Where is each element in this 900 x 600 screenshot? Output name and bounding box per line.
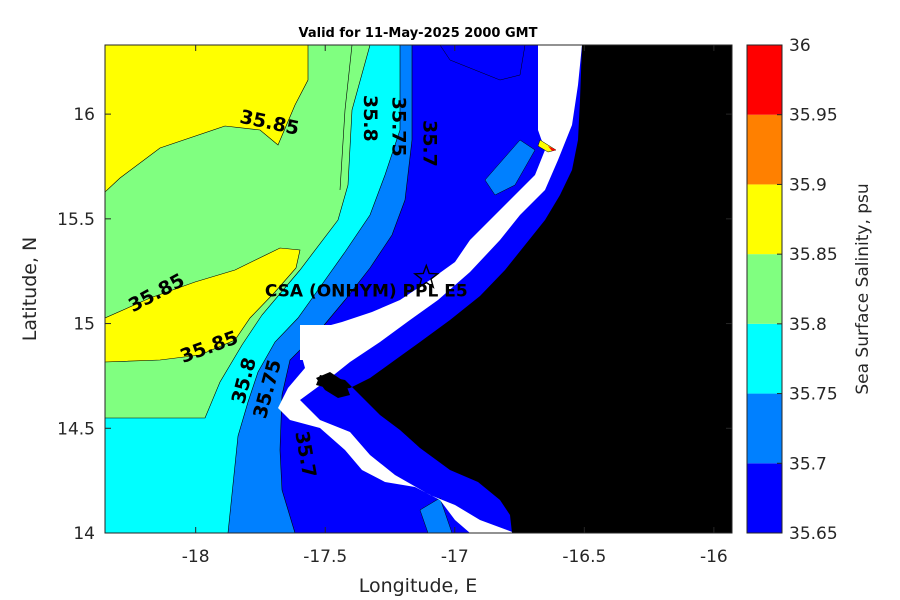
colorbar-band	[747, 254, 782, 324]
x-tick-label: -18	[182, 547, 210, 567]
colorbar-tick-label: 36	[789, 36, 811, 56]
x-tick-label: -16	[700, 547, 728, 567]
x-tick-label: -17	[441, 547, 469, 567]
colorbar-band	[747, 114, 782, 185]
site-marker: CSA (ONHYM) PPL E5	[265, 263, 468, 301]
colorbar-tick-label: 35.8	[789, 315, 827, 335]
salinity-patch-east	[484, 139, 536, 196]
colorbar-band	[747, 45, 782, 115]
contour-label: 35.75	[388, 97, 410, 157]
colorbar-tick-label: 35.65	[789, 524, 838, 544]
x-tick-label: -17.5	[303, 547, 347, 567]
colorbar-band	[747, 393, 782, 464]
y-tick-label: 15.5	[57, 210, 95, 230]
colorbar-tick-label: 35.85	[789, 245, 838, 265]
colorbar-band	[747, 323, 782, 394]
colorbar-band	[747, 463, 782, 533]
colorbar-tick-label: 35.7	[789, 454, 827, 474]
y-tick-label: 14.5	[57, 419, 95, 439]
y-axis-ticks: 16 15.5 15 14.5 14	[57, 105, 732, 544]
y-axis-label: Latitude, N	[19, 237, 41, 342]
colorbar-tick-label: 35.95	[789, 106, 838, 126]
colorbar-tick-label: 35.75	[789, 385, 838, 405]
no-data-mask	[278, 45, 582, 533]
plot-frame	[104, 44, 733, 534]
y-tick-label: 16	[73, 105, 95, 125]
colorbar-label: Sea Surface Salinity, psu	[853, 183, 873, 394]
star-icon	[412, 263, 440, 289]
contour-label: 35.8	[359, 95, 381, 142]
contour-labels: 35.85 35.8 35.75 35.735.8535.8535.835.7535.…	[125, 95, 441, 480]
contour-label: 35.7	[419, 120, 441, 167]
chart-title: Valid for 11-May-2025 2000 GMT	[299, 26, 538, 41]
site-label: CSA (ONHYM) PPL E5	[265, 281, 468, 301]
cap-vert-peninsula	[316, 372, 350, 398]
x-axis-label: Longitude, E	[359, 575, 478, 597]
x-tick-label: -16.5	[562, 547, 606, 567]
y-tick-label: 14	[73, 524, 95, 544]
salinity-region-35-85-west	[105, 247, 301, 363]
colorbar-tick-label: 35.9	[789, 175, 827, 195]
salinity-region-35-85-north	[105, 45, 309, 193]
map-plot-area	[105, 45, 732, 533]
land-mass	[316, 45, 732, 533]
y-tick-label: 15	[73, 315, 95, 335]
x-axis-ticks: -18 -17.5 -17 -16.5 -16	[182, 45, 728, 567]
colorbar: 36 35.95 35.9 35.85 35.8 35.75 35.7 35.65	[746, 36, 838, 544]
colorbar-band	[747, 184, 782, 255]
